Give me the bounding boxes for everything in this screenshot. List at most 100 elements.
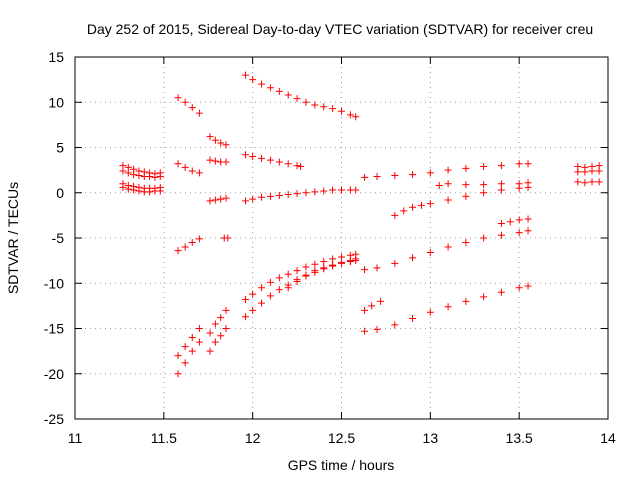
x-axis-label: GPS time / hours [288, 457, 395, 473]
series-arc28 [497, 215, 532, 228]
series-arc13 [220, 234, 232, 242]
data-point [174, 247, 182, 255]
data-point [249, 76, 257, 84]
y-tick-label: 15 [48, 49, 64, 65]
data-point [217, 195, 225, 203]
data-point [329, 255, 337, 263]
data-point [258, 193, 266, 201]
data-point [151, 173, 159, 181]
data-point [497, 231, 505, 239]
data-point [320, 187, 328, 195]
series-arc12 [206, 194, 230, 205]
x-tick-label: 13 [423, 430, 439, 446]
data-point [480, 234, 488, 242]
data-point [258, 299, 266, 307]
data-point [506, 218, 514, 226]
data-point [377, 297, 385, 305]
data-point [515, 216, 523, 224]
data-point [284, 284, 292, 292]
data-point [361, 327, 369, 335]
data-point [524, 282, 532, 290]
data-point [400, 207, 408, 215]
data-point [346, 258, 354, 266]
data-point [181, 243, 189, 251]
data-point [293, 190, 301, 198]
data-point [574, 168, 582, 176]
data-point [174, 94, 182, 102]
data-point [352, 113, 360, 121]
data-point [480, 293, 488, 301]
axis-ticks: 11 11.5 12 12.5 13 13.5 14 -25 -20 -15 -10 -5 0 5 10 15 [44, 49, 616, 446]
data-point [361, 173, 369, 181]
data-point [206, 197, 214, 205]
data-point [444, 166, 452, 174]
data-point [515, 229, 523, 237]
data-point [135, 187, 143, 195]
x-tick-label: 11 [68, 430, 83, 446]
series-arc2 [119, 167, 164, 181]
data-point [297, 163, 305, 171]
y-tick-label: 5 [56, 140, 64, 156]
data-point [266, 192, 274, 200]
data-point [222, 158, 230, 166]
series-arc9 [174, 338, 203, 378]
data-point [293, 162, 301, 170]
data-point [242, 197, 250, 205]
data-point [581, 179, 589, 187]
data-point [211, 338, 219, 346]
x-tick-label: 11.5 [151, 430, 177, 446]
series-arc26 [391, 183, 532, 219]
data-point [130, 171, 138, 179]
data-point [426, 169, 434, 177]
data-point [373, 264, 381, 272]
data-point [217, 314, 225, 322]
data-point [588, 167, 596, 175]
data-point [266, 156, 274, 164]
data-point [409, 203, 417, 211]
data-point [275, 158, 283, 166]
series-arc23 [361, 227, 532, 274]
data-point [284, 270, 292, 278]
data-point [497, 220, 505, 228]
data-point [181, 98, 189, 106]
data-point [329, 186, 337, 194]
data-point [524, 215, 532, 223]
data-point [284, 191, 292, 199]
data-point [156, 187, 164, 195]
series-arc16 [242, 71, 360, 121]
data-point [249, 290, 257, 298]
series-arc30 [574, 167, 603, 176]
data-point [242, 313, 250, 321]
data-point [302, 189, 310, 197]
data-point [188, 104, 196, 112]
data-point [222, 194, 230, 202]
series-arc18 [242, 186, 360, 205]
y-tick-label: -5 [52, 230, 65, 246]
series-arc11 [206, 156, 230, 166]
data-point [302, 98, 310, 106]
data-point [444, 196, 452, 204]
y-tick-label: -10 [44, 275, 64, 291]
data-point [588, 178, 596, 186]
data-points [119, 71, 603, 378]
data-point [222, 306, 230, 314]
data-point [409, 315, 417, 323]
data-point [373, 172, 381, 180]
data-point [352, 186, 360, 194]
data-point [195, 169, 203, 177]
data-point [195, 235, 203, 243]
chart-title: Day 252 of 2015, Sidereal Day-to-day VTE… [87, 21, 593, 37]
data-point [119, 183, 127, 191]
data-point [275, 274, 283, 282]
data-point [361, 266, 369, 274]
data-point [391, 211, 399, 219]
data-point [581, 168, 589, 176]
data-point [524, 179, 532, 187]
data-point [462, 192, 470, 200]
data-point [311, 101, 319, 109]
series-arc8 [174, 325, 203, 360]
data-point [249, 306, 257, 314]
data-point [181, 343, 189, 351]
data-point [311, 260, 319, 268]
series-arc10 [206, 133, 230, 149]
